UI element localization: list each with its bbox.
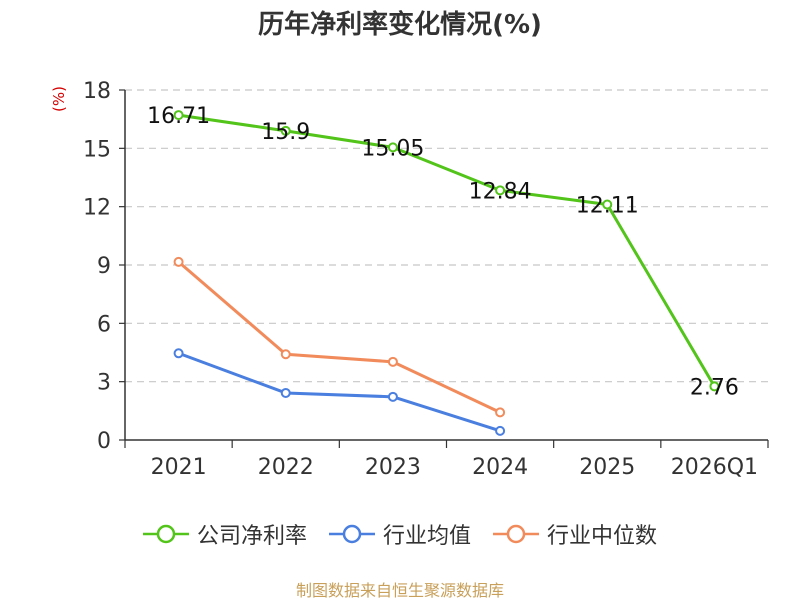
data-label: 2.76	[690, 375, 739, 400]
data-point	[602, 199, 613, 210]
x-tick-label: 2021	[151, 455, 207, 480]
y-tick-label: 12	[83, 196, 111, 221]
data-point	[495, 425, 506, 436]
y-tick-label: 9	[97, 254, 111, 279]
legend-label: 行业中位数	[547, 524, 658, 549]
y-tick-label: 18	[83, 79, 111, 104]
data-point	[495, 185, 506, 196]
chart-title: 历年净利率变化情况(%)	[258, 10, 542, 40]
y-tick-label: 0	[97, 429, 111, 454]
legend-marker-icon	[142, 524, 189, 544]
data-label: 12.84	[469, 179, 532, 204]
x-tick-label: 2025	[579, 455, 635, 480]
data-label: 15.9	[261, 120, 310, 145]
data-point	[387, 142, 398, 153]
legend-item-industry-median[interactable]: 行业中位数	[493, 518, 657, 550]
data-point	[280, 125, 291, 136]
legend-item-industry-mean[interactable]: 行业均值	[328, 518, 471, 550]
series-line-1	[178, 351, 501, 433]
legend-label: 行业均值	[382, 524, 471, 549]
y-tick-label: 15	[83, 137, 111, 162]
data-label: 15.05	[361, 136, 424, 161]
y-tick-label: 3	[97, 371, 111, 396]
legend-label: 公司净利率	[196, 524, 307, 549]
series-line-2	[177, 260, 501, 414]
x-tick-label: 2023	[365, 455, 421, 480]
data-point	[387, 391, 398, 402]
legend-marker-icon	[493, 524, 539, 544]
x-tick-label: 2026Q1	[671, 455, 758, 480]
legend-item-company[interactable]: 公司净利率	[142, 518, 307, 550]
series-line-0	[178, 113, 716, 388]
data-point	[280, 387, 291, 398]
legend-marker-icon	[328, 524, 375, 544]
x-tick-label: 2022	[258, 455, 314, 480]
data-point	[387, 356, 398, 367]
data-point	[280, 349, 291, 360]
data-point	[709, 381, 720, 392]
data-label: 16.71	[147, 104, 210, 129]
data-point	[173, 256, 184, 267]
data-label: 12.11	[576, 194, 639, 219]
data-point	[173, 348, 184, 359]
data-point	[495, 407, 506, 418]
legend: 公司净利率 行业均值 行业中位数	[0, 518, 800, 550]
x-tick-label: 2024	[472, 455, 528, 480]
y-tick-label: 6	[97, 312, 111, 337]
data-point	[173, 110, 184, 121]
source-note: 制图数据来自恒生聚源数据库	[295, 581, 504, 600]
